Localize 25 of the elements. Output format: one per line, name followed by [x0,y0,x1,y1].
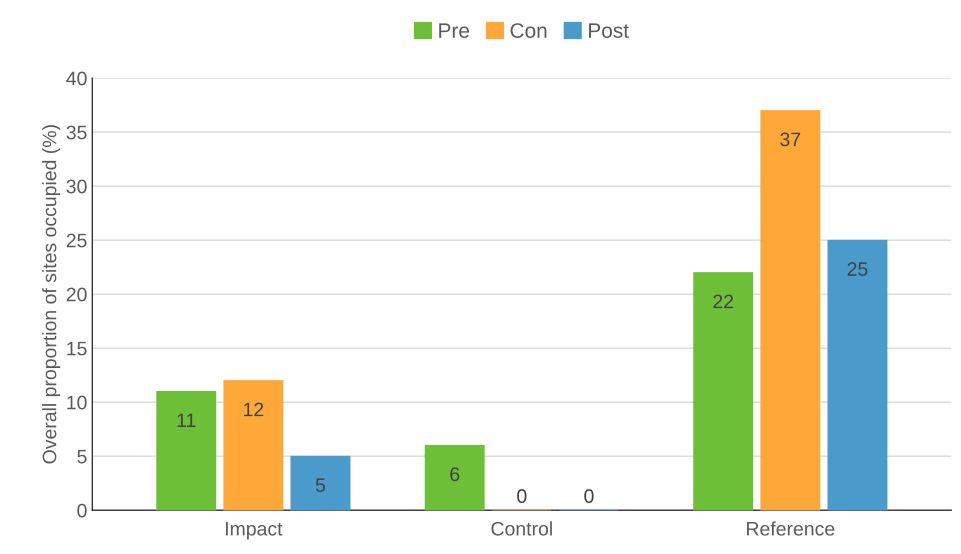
y-tick-label: 40 [66,72,87,86]
y-tick-label: 0 [77,504,87,518]
data-label: 12 [244,402,264,416]
x-tick-label: Reference [747,521,834,536]
x-tick-label: Impact [226,522,282,540]
data-label: 0 [584,489,594,503]
data-label: 22 [713,294,734,308]
data-label: 5 [316,478,326,492]
legend-label: Post [589,23,629,38]
data-label: 37 [780,132,800,146]
y-tick-label: 10 [67,396,87,410]
y-tick-label: 30 [66,180,87,194]
y-tick-label: 25 [66,234,87,248]
data-label: 6 [450,467,460,482]
legend-label: Con [510,23,546,38]
y-tick-label: 15 [67,342,87,356]
y-axis-title: Overall proportion of sites occupied (%) [42,125,60,464]
y-tick-label: 35 [66,126,87,140]
data-label: 25 [848,262,868,276]
x-tick-label: Control [491,521,552,536]
y-tick-label: 5 [77,450,87,464]
y-tick-label: 20 [66,288,87,302]
data-label: 0 [517,489,526,503]
data-label: 11 [178,414,196,427]
legend-label: Pre [439,23,470,38]
